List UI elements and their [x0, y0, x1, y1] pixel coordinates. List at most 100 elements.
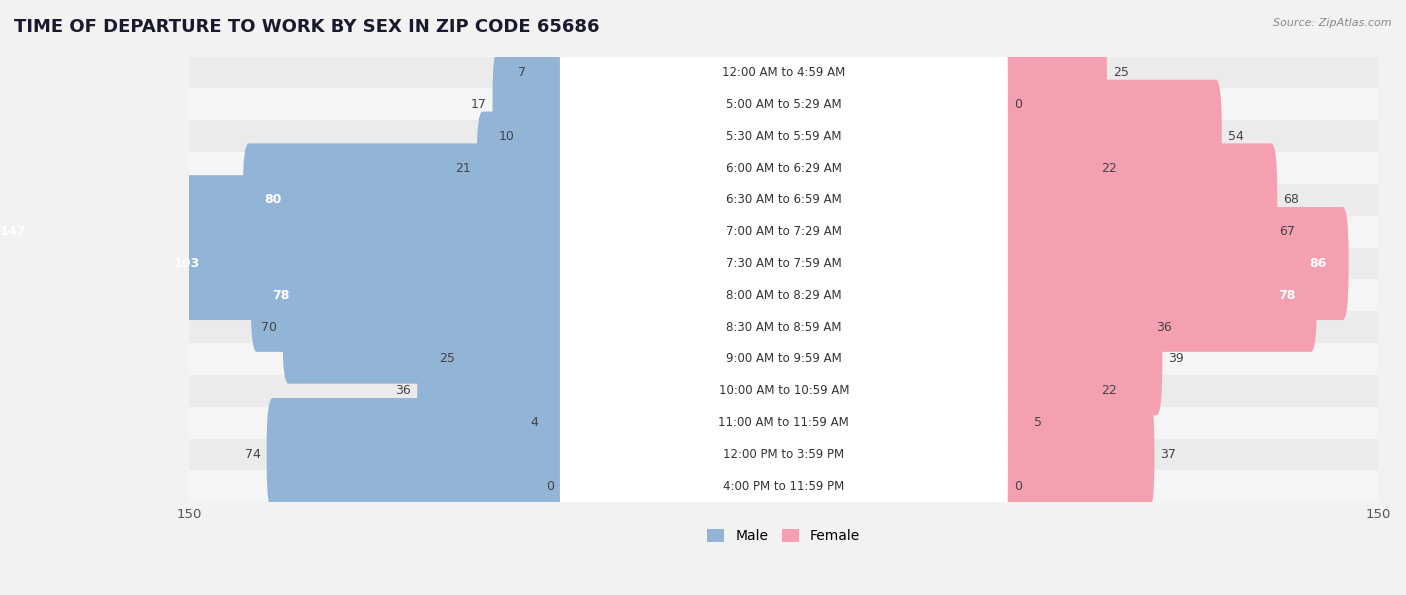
Bar [190, 216, 1378, 248]
FancyBboxPatch shape [560, 302, 1008, 415]
Text: 7:30 AM to 7:59 AM: 7:30 AM to 7:59 AM [725, 257, 842, 270]
Text: 54: 54 [1227, 130, 1243, 143]
FancyBboxPatch shape [560, 143, 1008, 256]
Text: 10: 10 [499, 130, 515, 143]
Text: 4:00 PM to 11:59 PM: 4:00 PM to 11:59 PM [723, 480, 845, 493]
Text: 7:00 AM to 7:29 AM: 7:00 AM to 7:29 AM [725, 225, 842, 238]
Text: 22: 22 [1101, 161, 1116, 174]
FancyBboxPatch shape [995, 398, 1154, 511]
Bar [190, 152, 1378, 184]
Text: 10:00 AM to 10:59 AM: 10:00 AM to 10:59 AM [718, 384, 849, 397]
Bar [190, 311, 1378, 343]
Text: 103: 103 [173, 257, 200, 270]
FancyBboxPatch shape [560, 398, 1008, 511]
FancyBboxPatch shape [995, 175, 1274, 288]
Bar [190, 120, 1378, 152]
Text: Source: ZipAtlas.com: Source: ZipAtlas.com [1274, 18, 1392, 28]
FancyBboxPatch shape [544, 366, 572, 479]
FancyBboxPatch shape [560, 334, 1008, 447]
Text: 7: 7 [519, 66, 526, 79]
FancyBboxPatch shape [995, 48, 1008, 161]
FancyBboxPatch shape [560, 111, 1008, 224]
Text: 6:00 AM to 6:29 AM: 6:00 AM to 6:29 AM [725, 161, 842, 174]
Text: 12:00 PM to 3:59 PM: 12:00 PM to 3:59 PM [723, 448, 845, 461]
Text: 0: 0 [1014, 480, 1022, 493]
Text: 74: 74 [245, 448, 260, 461]
FancyBboxPatch shape [560, 16, 1008, 129]
Text: 37: 37 [1160, 448, 1177, 461]
Text: 5: 5 [1033, 416, 1042, 429]
Bar [190, 89, 1378, 120]
Text: 5:00 AM to 5:29 AM: 5:00 AM to 5:29 AM [725, 98, 842, 111]
Text: 70: 70 [260, 321, 277, 334]
FancyBboxPatch shape [995, 302, 1163, 415]
FancyBboxPatch shape [995, 143, 1277, 256]
FancyBboxPatch shape [531, 16, 572, 129]
FancyBboxPatch shape [560, 430, 572, 543]
Bar [190, 280, 1378, 311]
Text: 78: 78 [273, 289, 290, 302]
Text: 147: 147 [0, 225, 25, 238]
Bar [190, 471, 1378, 502]
Text: 86: 86 [1309, 257, 1327, 270]
FancyBboxPatch shape [152, 207, 572, 320]
Text: 8:00 AM to 8:29 AM: 8:00 AM to 8:29 AM [725, 289, 842, 302]
Text: 0: 0 [1014, 98, 1022, 111]
FancyBboxPatch shape [560, 239, 1008, 352]
Text: 21: 21 [456, 161, 471, 174]
Text: 25: 25 [439, 352, 456, 365]
Text: 67: 67 [1279, 225, 1295, 238]
Text: 39: 39 [1168, 352, 1184, 365]
FancyBboxPatch shape [995, 16, 1107, 129]
FancyBboxPatch shape [995, 430, 1008, 543]
FancyBboxPatch shape [250, 239, 572, 352]
Text: 0: 0 [546, 480, 554, 493]
FancyBboxPatch shape [560, 366, 1008, 479]
FancyBboxPatch shape [418, 334, 572, 447]
FancyBboxPatch shape [995, 207, 1348, 320]
Text: 78: 78 [1278, 289, 1295, 302]
Text: 8:30 AM to 8:59 AM: 8:30 AM to 8:59 AM [725, 321, 842, 334]
Text: 68: 68 [1284, 193, 1299, 206]
Bar [190, 407, 1378, 439]
FancyBboxPatch shape [520, 80, 572, 193]
Text: 11:00 AM to 11:59 AM: 11:00 AM to 11:59 AM [718, 416, 849, 429]
Text: 5:30 AM to 5:59 AM: 5:30 AM to 5:59 AM [725, 130, 842, 143]
Text: TIME OF DEPARTURE TO WORK BY SEX IN ZIP CODE 65686: TIME OF DEPARTURE TO WORK BY SEX IN ZIP … [14, 18, 599, 36]
Bar [190, 248, 1378, 280]
Legend: Male, Female: Male, Female [702, 524, 866, 549]
Text: 9:00 AM to 9:59 AM: 9:00 AM to 9:59 AM [725, 352, 842, 365]
Bar [190, 343, 1378, 375]
FancyBboxPatch shape [243, 143, 572, 256]
FancyBboxPatch shape [267, 398, 572, 511]
FancyBboxPatch shape [477, 111, 572, 224]
FancyBboxPatch shape [560, 271, 1008, 384]
Text: 25: 25 [1112, 66, 1129, 79]
Text: 17: 17 [471, 98, 486, 111]
FancyBboxPatch shape [560, 48, 1008, 161]
FancyBboxPatch shape [995, 239, 1317, 352]
FancyBboxPatch shape [995, 366, 1028, 479]
FancyBboxPatch shape [461, 302, 572, 415]
Bar [190, 439, 1378, 471]
FancyBboxPatch shape [560, 80, 1008, 193]
FancyBboxPatch shape [560, 175, 1008, 288]
FancyBboxPatch shape [995, 271, 1150, 384]
Text: 12:00 AM to 4:59 AM: 12:00 AM to 4:59 AM [723, 66, 845, 79]
FancyBboxPatch shape [492, 48, 572, 161]
Text: 4: 4 [530, 416, 538, 429]
Text: 6:30 AM to 6:59 AM: 6:30 AM to 6:59 AM [725, 193, 842, 206]
Bar [190, 184, 1378, 216]
FancyBboxPatch shape [560, 207, 1008, 320]
Bar [190, 57, 1378, 89]
FancyBboxPatch shape [283, 271, 572, 384]
FancyBboxPatch shape [560, 430, 1008, 543]
Text: 36: 36 [1156, 321, 1173, 334]
Bar [190, 375, 1378, 407]
FancyBboxPatch shape [0, 175, 572, 288]
FancyBboxPatch shape [995, 334, 1095, 447]
Text: 36: 36 [395, 384, 412, 397]
FancyBboxPatch shape [995, 111, 1095, 224]
FancyBboxPatch shape [995, 80, 1222, 193]
Text: 80: 80 [264, 193, 283, 206]
